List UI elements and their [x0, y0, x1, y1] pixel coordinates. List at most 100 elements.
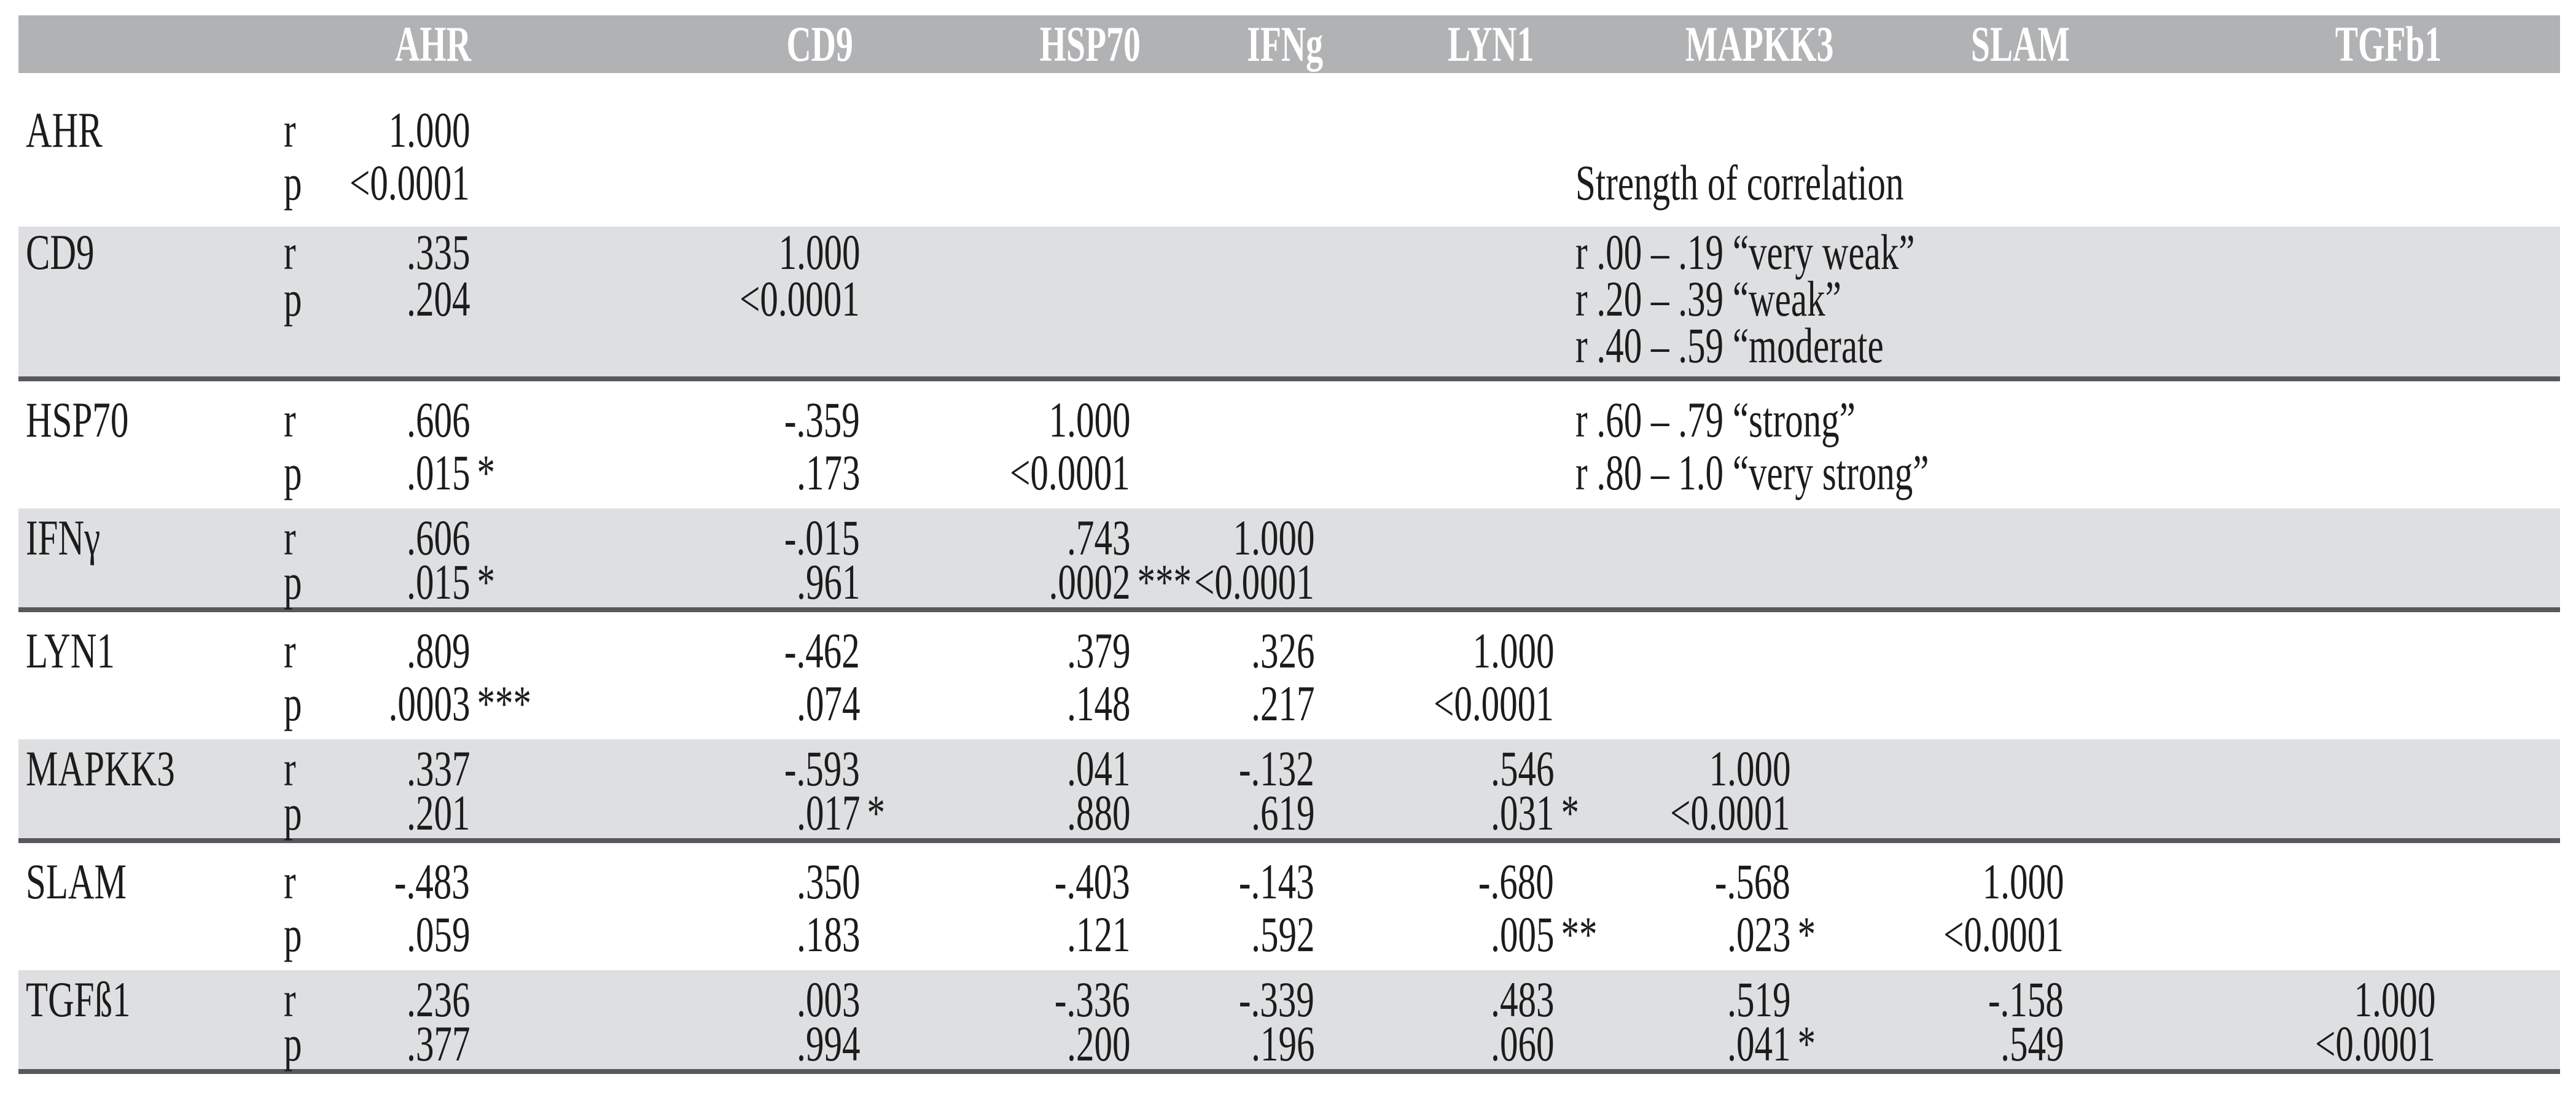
r-value: -.462	[784, 623, 860, 679]
legend-line: r .80 – 1.0 “very strong”	[1575, 445, 1929, 500]
p-value: .200	[1066, 1016, 1130, 1072]
r-value: .003	[796, 971, 860, 1027]
column-header-label: MAPKK3	[1685, 16, 1834, 72]
r-value: -.403	[1055, 854, 1130, 909]
p-value: .023 *	[1727, 906, 1816, 962]
r-line: HSP70 r .606 -.359 1.000 r .60 – .79 “st…	[18, 394, 2560, 446]
row-label-ahr: AHR	[26, 102, 103, 158]
row-label-hsp70: HSP70	[26, 392, 129, 448]
stat-label-r: r	[284, 510, 296, 566]
r-value: -.015	[784, 510, 860, 566]
r-value: .335	[406, 224, 470, 280]
p-value: <0.0001	[1434, 675, 1554, 731]
stat-label-r: r	[284, 623, 296, 679]
p-value: .0003 ***	[388, 675, 532, 731]
significance-marker: *	[1561, 785, 1580, 841]
r-value: 1.000	[1709, 741, 1790, 796]
p-value: <0.0001	[2315, 1016, 2435, 1072]
p-value: .015 *	[406, 445, 496, 500]
column-header-label: HSP70	[1039, 16, 1141, 72]
p-value: .217	[1251, 675, 1314, 731]
p-line: p .201 .017 * .880 .619 .031 * <0.0001	[18, 785, 2560, 841]
significance-marker: *	[1797, 906, 1816, 962]
stat-label-p: p	[284, 271, 302, 327]
stat-label-r: r	[284, 854, 296, 909]
r-value: .546	[1490, 741, 1554, 796]
r-value: 1.000	[1048, 392, 1130, 448]
significance-marker: *	[867, 785, 886, 841]
legend-line: r .60 – .79 “strong”	[1575, 392, 1856, 448]
row-label-mapkk3: MAPKK3	[26, 741, 175, 796]
p-value: .377	[406, 1016, 470, 1072]
p-value: .183	[796, 906, 860, 962]
column-header-ifng: IFNg	[1101, 15, 1469, 73]
r-line: MAPKK3 r .337 -.593 .041 -.132 .546 1.00…	[18, 741, 2560, 796]
p-value: .0002 ***	[1048, 554, 1192, 610]
stat-label-p: p	[284, 906, 302, 962]
column-header-label: LYN1	[1447, 16, 1534, 72]
r-line: SLAM r -.483 .350 -.403 -.143 -.680 -.56…	[18, 855, 2560, 908]
p-value: .961	[796, 554, 860, 610]
row-label-lyn1: LYN1	[26, 623, 115, 679]
p-value: <0.0001	[1670, 785, 1790, 841]
significance-marker: *	[477, 445, 496, 500]
r-value: -.339	[1239, 971, 1314, 1027]
row-group-slam: SLAM r -.483 .350 -.403 -.143 -.680 -.56…	[18, 843, 2560, 970]
p-value: <0.0001	[1010, 445, 1130, 500]
p-value: .994	[796, 1016, 860, 1072]
column-header-label: CD9	[786, 16, 854, 72]
p-value: .121	[1066, 906, 1130, 962]
stat-label-r: r	[284, 102, 296, 158]
r-value: .743	[1066, 510, 1130, 566]
legend-line: r .00 – .19 “very weak”	[1575, 224, 1915, 280]
column-header-lyn1: LYN1	[1306, 15, 1675, 73]
p-line: p .015 * .961 .0002 *** <0.0001	[18, 554, 2560, 610]
r-value: -.336	[1055, 971, 1130, 1027]
r-line: AHR r 1.000	[18, 104, 2560, 157]
stat-label-p: p	[284, 785, 302, 841]
column-header-ahr: AHR	[249, 15, 617, 73]
r-value: .236	[406, 971, 470, 1027]
stat-label-p: p	[284, 1016, 302, 1072]
row-label-ifng: IFNγ	[26, 510, 101, 566]
p-value: .619	[1251, 785, 1314, 841]
stat-label-p: p	[284, 675, 302, 731]
p-value: .015 *	[406, 554, 496, 610]
row-group-cd9: CD9 r .335 1.000 r .00 – .19 “very weak”…	[18, 227, 2560, 381]
legend-only-line: r .40 – .59 “moderate	[18, 317, 2560, 373]
p-value: .060	[1490, 1016, 1554, 1072]
p-value: <0.0001	[349, 155, 470, 211]
r-value: 1.000	[1472, 623, 1554, 679]
p-value: .549	[2000, 1016, 2064, 1072]
p-value: .201	[406, 785, 470, 841]
row-label-tgfb1: TGFß1	[26, 971, 131, 1027]
p-line: p .015 * .173 <0.0001 r .80 – 1.0 “very s…	[18, 446, 2560, 499]
legend-title: Strength of correlation	[1575, 155, 1904, 211]
r-value: -.568	[1715, 854, 1790, 909]
legend-line: r .40 – .59 “moderate	[1575, 317, 1884, 373]
r-value: .809	[406, 623, 470, 679]
p-value: .059	[406, 906, 470, 962]
column-header-hsp70: HSP70	[906, 15, 1274, 73]
significance-marker: *	[1797, 1016, 1816, 1072]
p-line: p .204 <0.0001 r .20 – .39 “weak”	[18, 271, 2560, 327]
p-value: .204	[406, 271, 470, 327]
r-line: TGFß1 r .236 .003 -.336 -.339 .483 .519 …	[18, 971, 2560, 1027]
r-value: -.483	[394, 854, 470, 909]
column-header-label: AHR	[395, 16, 471, 72]
p-value: .074	[796, 675, 860, 731]
table-header-row: AHR CD9 HSP70 IFNg LYN1 MAPKK3 SLAM TGFb…	[18, 15, 2560, 73]
stat-label-p: p	[284, 155, 302, 211]
row-group-ahr: AHR r 1.000 p <0.0001 Strength of correl…	[18, 73, 2560, 227]
p-value: .196	[1251, 1016, 1314, 1072]
stat-label-r: r	[284, 224, 296, 280]
p-value: .041 *	[1727, 1016, 1816, 1072]
row-group-hsp70: HSP70 r .606 -.359 1.000 r .60 – .79 “st…	[18, 381, 2560, 508]
significance-marker: ***	[477, 675, 532, 731]
p-value: .031 *	[1490, 785, 1580, 841]
r-value: .606	[406, 392, 470, 448]
significance-marker: ***	[1137, 554, 1192, 610]
significance-marker: **	[1561, 906, 1598, 962]
stat-label-r: r	[284, 741, 296, 796]
